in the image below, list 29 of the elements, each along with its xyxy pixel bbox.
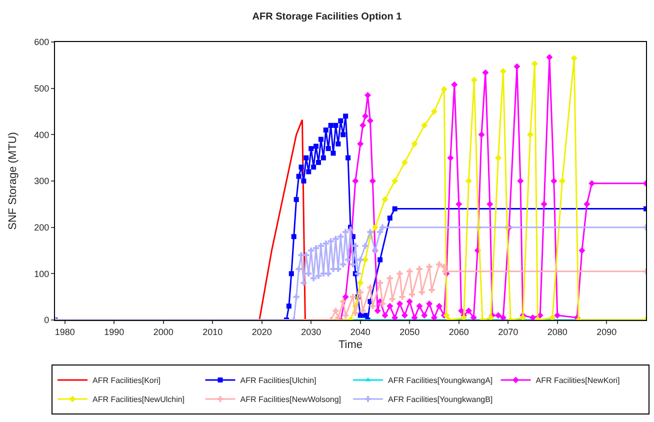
- legend-label: AFR Facilities[NewUlchin]: [92, 395, 185, 404]
- legend-label: AFR Facilities[YoungkwangA]: [388, 376, 493, 386]
- x-tick-label: 2030: [301, 326, 322, 337]
- x-tick-label: 2040: [350, 326, 370, 337]
- x-tick-label: 2090: [596, 326, 617, 337]
- y-tick-label: 0: [44, 315, 50, 326]
- x-tick-label: 2050: [400, 326, 420, 337]
- x-axis-title: Time: [338, 339, 363, 351]
- chart-title: AFR Storage Facilities Option 1: [252, 12, 402, 23]
- x-tick-label: 2080: [547, 326, 568, 337]
- legend-label: AFR Facilities[Kori]: [92, 376, 161, 386]
- legend-label: AFR Facilities[NewKori]: [536, 376, 620, 386]
- x-tick-label: 2070: [498, 326, 518, 337]
- y-tick-label: 600: [34, 37, 50, 48]
- legend-label: AFR Facilities[NewWolsong]: [240, 395, 342, 404]
- y-tick-label: 100: [34, 268, 50, 279]
- y-tick-label: 400: [34, 130, 50, 140]
- legend-label: AFR Facilities[YoungkwangB]: [388, 395, 493, 404]
- legend-label: AFR Facilities[Ulchin]: [240, 376, 316, 386]
- x-tick-label: 2000: [153, 326, 174, 337]
- x-tick-label: 1990: [104, 326, 124, 337]
- x-tick-label: 2020: [252, 326, 272, 337]
- x-tick-label: 1980: [54, 326, 75, 337]
- x-tick-label: 2060: [448, 326, 469, 337]
- y-axis-title: SNF Storage (MTU): [6, 132, 19, 230]
- x-tick-label: 2010: [202, 326, 223, 337]
- y-tick-label: 300: [34, 176, 50, 186]
- y-tick-label: 500: [34, 83, 50, 94]
- y-tick-label: 200: [34, 222, 50, 232]
